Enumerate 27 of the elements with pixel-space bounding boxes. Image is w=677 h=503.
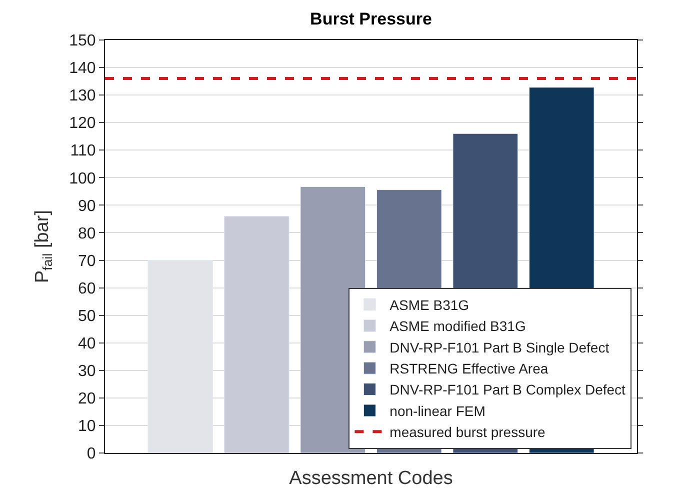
legend-label: non-linear FEM bbox=[390, 402, 486, 419]
y-tick-label: 20 bbox=[78, 390, 96, 408]
y-tick-label: 80 bbox=[78, 225, 96, 242]
bar bbox=[148, 260, 214, 453]
y-tick-label: 30 bbox=[78, 363, 96, 380]
y-tick-label: 130 bbox=[69, 88, 96, 105]
legend-label: ASME modified B31G bbox=[390, 318, 526, 334]
legend-label: measured burst pressure bbox=[390, 424, 546, 440]
y-tick-label: 40 bbox=[78, 335, 96, 352]
y-tick-label: 60 bbox=[78, 280, 96, 298]
y-tick-label: 150 bbox=[69, 32, 96, 50]
y-tick-label: 0 bbox=[86, 446, 96, 463]
chart-title: Burst Pressure bbox=[310, 9, 432, 28]
y-tick-label: 120 bbox=[69, 115, 96, 132]
legend-label: DNV-RP-F101 Part B Complex Defect bbox=[390, 382, 626, 398]
y-tick-label: 10 bbox=[78, 418, 96, 436]
legend-label: ASME B31G bbox=[390, 296, 470, 313]
y-tick-label: 90 bbox=[78, 198, 96, 215]
y-tick-label: 100 bbox=[69, 170, 96, 188]
legend-label: RSTRENG Effective Area bbox=[390, 360, 548, 377]
y-tick-label: 110 bbox=[70, 142, 96, 160]
y-tick-label: 140 bbox=[69, 60, 96, 78]
x-axis-title: Assessment Codes bbox=[289, 468, 453, 490]
y-tick-label: 50 bbox=[78, 308, 96, 325]
y-tick-label: 70 bbox=[78, 252, 96, 270]
legend-label: DNV-RP-F101 Part B Single Defect bbox=[390, 339, 610, 356]
bar bbox=[224, 216, 290, 453]
